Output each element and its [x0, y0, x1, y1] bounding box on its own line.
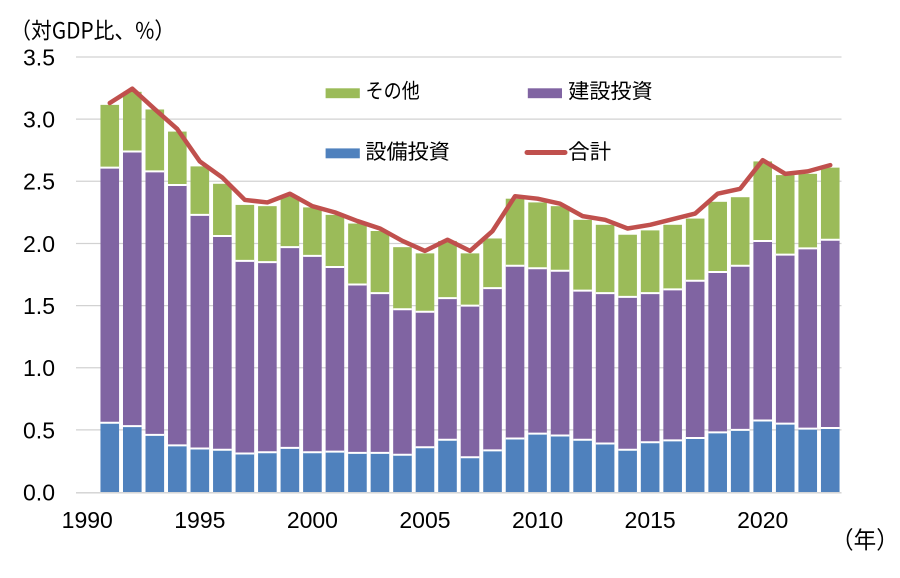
svg-text:2.5: 2.5 — [23, 169, 55, 195]
svg-text:0.0: 0.0 — [23, 479, 55, 505]
svg-text:3.0: 3.0 — [23, 107, 55, 133]
svg-text:1.0: 1.0 — [23, 355, 55, 381]
svg-text:2020: 2020 — [737, 507, 788, 533]
svg-text:1990: 1990 — [62, 507, 113, 533]
svg-text:1.5: 1.5 — [23, 293, 55, 319]
svg-text:2.0: 2.0 — [23, 231, 55, 257]
svg-text:0.5: 0.5 — [23, 417, 55, 443]
svg-text:2005: 2005 — [399, 507, 450, 533]
svg-text:2000: 2000 — [287, 507, 338, 533]
svg-text:3.5: 3.5 — [23, 44, 55, 70]
svg-text:1995: 1995 — [174, 507, 225, 533]
svg-text:2015: 2015 — [625, 507, 676, 533]
svg-text:2010: 2010 — [512, 507, 563, 533]
